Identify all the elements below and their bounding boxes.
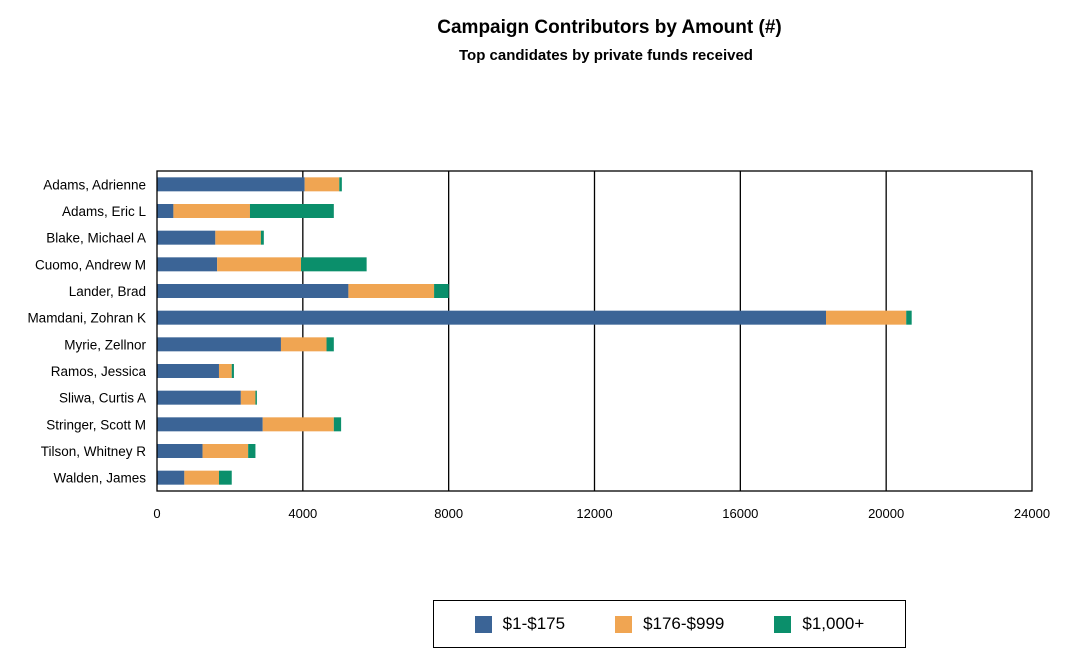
bar-segment: [157, 390, 241, 405]
bar-segment: [157, 310, 827, 325]
x-tick-label: 12000: [576, 506, 612, 521]
chart-legend: $1-$175 $176-$999 $1,000+: [433, 600, 906, 648]
x-tick-label: 16000: [722, 506, 758, 521]
bar-segment: [260, 230, 264, 245]
y-category-label: Cuomo, Andrew M: [35, 257, 146, 272]
legend-label-medium: $176-$999: [643, 614, 725, 633]
bar-segment: [326, 337, 334, 352]
bar-segment: [157, 417, 263, 432]
bar-segment: [157, 204, 174, 218]
y-category-label: Blake, Michael A: [46, 231, 146, 246]
bar-segment: [157, 444, 203, 458]
y-category-label: Myrie, Zellnor: [64, 337, 146, 352]
legend-label-small: $1-$175: [502, 614, 566, 633]
bar-segment: [217, 257, 302, 272]
bar-segment: [157, 257, 218, 272]
bar-segment: [231, 364, 234, 378]
legend-item-medium: $176-$999: [615, 614, 724, 634]
y-category-label: Sliwa, Curtis A: [59, 391, 146, 406]
bar-segment: [348, 284, 435, 298]
bar-segment: [157, 470, 185, 485]
y-category-label: Tilson, Whitney R: [41, 444, 147, 459]
y-category-label: Mamdani, Zohran K: [27, 311, 146, 326]
bar-segment: [339, 177, 342, 192]
bar-segment: [157, 284, 349, 298]
plot-frame: [156, 170, 1033, 492]
bar-segment: [262, 417, 334, 432]
bar-segment: [249, 204, 334, 218]
bar-segment: [255, 390, 257, 405]
bar-segment: [218, 470, 232, 485]
y-category-label: Lander, Brad: [69, 284, 146, 299]
bar-segment: [434, 284, 449, 298]
chart-subtitle: Top candidates by private funds received: [459, 47, 753, 64]
legend-swatch-large: [774, 615, 792, 633]
bar-segment: [304, 177, 340, 192]
bar-segment: [157, 364, 219, 378]
y-category-label: Adams, Eric L: [62, 204, 147, 219]
bar-segment: [157, 177, 305, 192]
legend-item-small: $1-$175: [474, 614, 566, 634]
bar-segment: [906, 310, 912, 325]
chart-title: Campaign Contributors by Amount (#): [437, 17, 782, 38]
legend-item-large: $1,000+: [774, 614, 864, 634]
bar-segment: [157, 337, 281, 352]
y-category-label: Stringer, Scott M: [46, 417, 146, 432]
y-category-label: Ramos, Jessica: [51, 364, 147, 379]
legend-swatch-medium: [615, 615, 633, 633]
x-tick-label: 0: [153, 506, 160, 521]
x-tick-label: 20000: [868, 506, 904, 521]
bar-segment: [184, 470, 219, 485]
x-tick-label: 4000: [288, 506, 317, 521]
x-tick-label: 24000: [1014, 506, 1050, 521]
bar-segment: [240, 390, 256, 405]
bar-segment: [826, 310, 907, 325]
bar-segment: [248, 444, 256, 458]
bar-chart: 0 4000 8000 12000 16000 20000 24000 Adams, Adri…: [27, 170, 1050, 521]
legend-swatch-small: [474, 615, 492, 633]
legend-label-large: $1,000+: [802, 614, 865, 633]
bar-segment: [202, 444, 249, 458]
bar-segment: [157, 230, 216, 245]
y-category-label: Walden, James: [53, 471, 146, 486]
bar-segment: [173, 204, 250, 218]
bar-segment: [280, 337, 327, 352]
x-tick-label: 8000: [434, 506, 463, 521]
bar-segment: [218, 364, 232, 378]
y-category-label: Adams, Adrienne: [43, 177, 146, 192]
bar-segment: [333, 417, 342, 432]
bar-segment: [215, 230, 261, 245]
bar-segment: [301, 257, 367, 272]
